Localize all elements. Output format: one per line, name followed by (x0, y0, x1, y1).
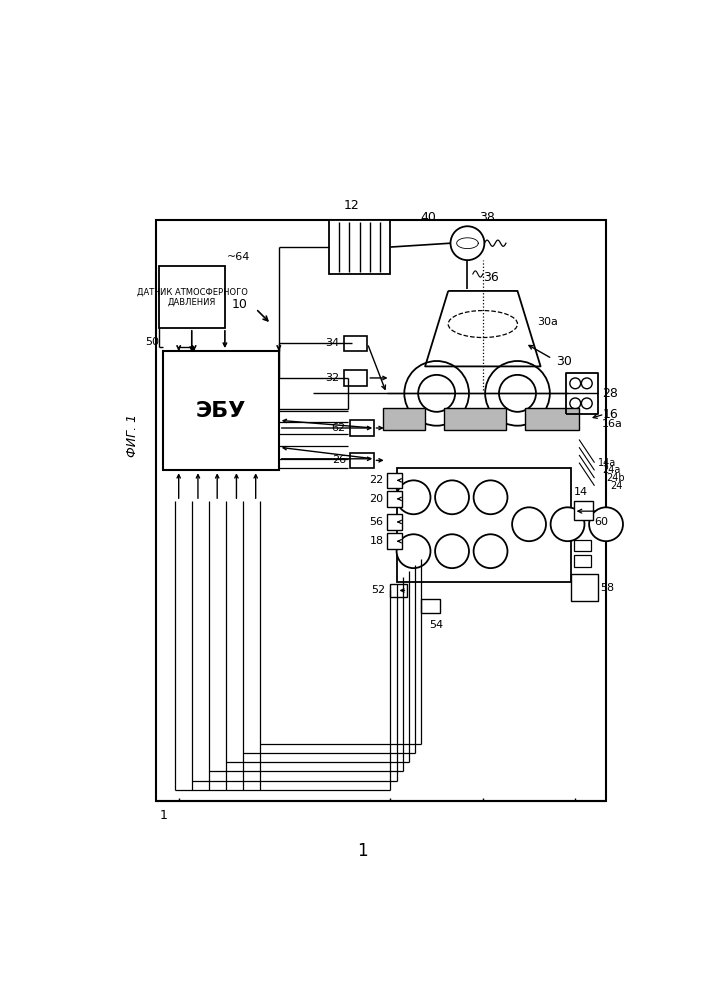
Text: 52: 52 (371, 585, 385, 595)
Circle shape (485, 361, 550, 426)
Text: 30a: 30a (537, 317, 558, 327)
Text: 16a: 16a (602, 419, 623, 429)
Bar (573, 501, 593, 520)
Bar (573, 555, 590, 567)
Bar (387, 533, 402, 549)
Text: 14a: 14a (598, 458, 617, 468)
Circle shape (570, 378, 580, 389)
Bar (156, 220, 606, 801)
Bar (390, 584, 407, 597)
Text: 60: 60 (595, 517, 609, 527)
Bar (444, 408, 506, 430)
Bar (387, 514, 402, 530)
Bar (421, 599, 440, 613)
Text: 18: 18 (369, 536, 383, 546)
Bar (351, 453, 373, 468)
Circle shape (418, 375, 455, 412)
Circle shape (435, 480, 469, 514)
Bar (351, 420, 373, 436)
Text: 12: 12 (344, 199, 360, 212)
Bar (344, 336, 368, 351)
Circle shape (589, 507, 623, 541)
Text: ЭБУ: ЭБУ (196, 401, 246, 421)
Circle shape (474, 534, 508, 568)
Text: 36: 36 (483, 271, 498, 284)
Circle shape (512, 507, 546, 541)
Text: 26: 26 (332, 455, 346, 465)
Text: 54: 54 (430, 620, 444, 631)
Circle shape (450, 226, 484, 260)
Bar (571, 574, 598, 601)
Text: 34: 34 (325, 338, 339, 348)
Bar (387, 491, 402, 507)
Bar (573, 540, 590, 551)
Text: 16: 16 (602, 408, 618, 421)
Circle shape (551, 507, 585, 541)
Bar (387, 473, 402, 488)
Text: 10: 10 (232, 298, 248, 311)
Bar (397, 468, 571, 582)
Text: 1: 1 (160, 809, 168, 822)
Circle shape (499, 375, 536, 412)
Bar (160, 266, 225, 328)
Circle shape (397, 480, 431, 514)
Text: 28: 28 (602, 387, 618, 400)
Text: 24: 24 (610, 481, 622, 491)
Text: ФИГ. 1: ФИГ. 1 (126, 414, 139, 457)
Bar (344, 370, 368, 386)
Bar (382, 408, 425, 430)
Text: 50: 50 (146, 337, 160, 347)
Circle shape (474, 480, 508, 514)
Text: 14: 14 (573, 487, 588, 497)
Text: 32: 32 (325, 373, 339, 383)
Circle shape (397, 534, 431, 568)
Circle shape (570, 398, 580, 409)
Text: 58: 58 (601, 583, 615, 593)
Text: 56: 56 (370, 517, 383, 527)
Text: 22: 22 (369, 475, 383, 485)
Text: 24a: 24a (602, 465, 621, 475)
Circle shape (581, 398, 592, 409)
Text: 1: 1 (356, 842, 367, 860)
Circle shape (581, 378, 592, 389)
Circle shape (435, 534, 469, 568)
Text: 38: 38 (479, 211, 495, 224)
Text: 40: 40 (421, 211, 437, 224)
Circle shape (404, 361, 469, 426)
Text: 20: 20 (369, 494, 383, 504)
Bar (163, 351, 279, 470)
Bar (329, 220, 390, 274)
Bar (525, 408, 579, 430)
Text: ~64: ~64 (226, 252, 250, 262)
Text: 62: 62 (332, 423, 346, 433)
Text: 24b: 24b (606, 473, 625, 483)
Text: 30: 30 (556, 355, 572, 368)
Text: ДАТЧИК АТМОСФЕРНОГО
ДАВЛЕНИЯ: ДАТЧИК АТМОСФЕРНОГО ДАВЛЕНИЯ (136, 287, 247, 307)
